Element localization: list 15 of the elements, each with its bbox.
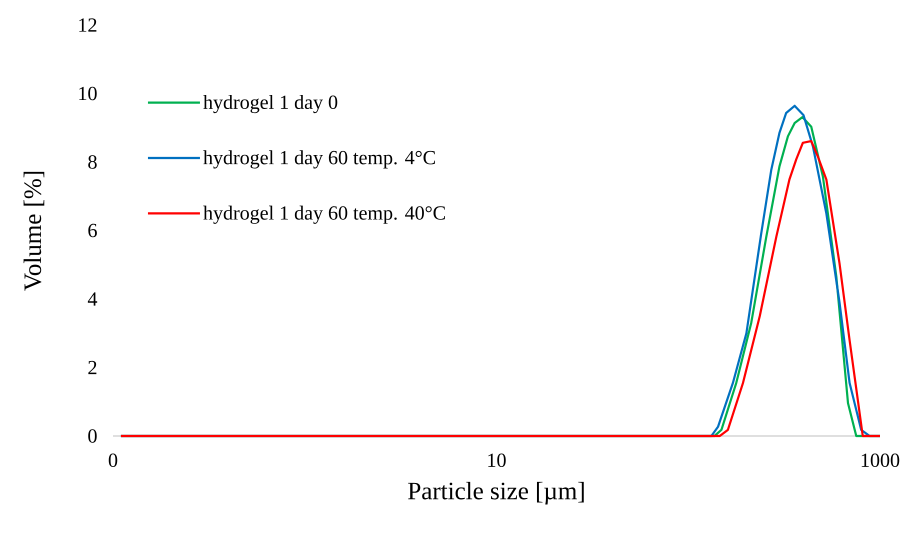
y-axis-title: Volume [%] bbox=[24, 172, 44, 291]
y-tick-label: 6 bbox=[88, 224, 97, 238]
y-tick-label: 8 bbox=[88, 155, 97, 169]
legend-label: hydrogel 1 day 60 temp. 4°C bbox=[203, 150, 435, 168]
x-axis-title: Particle size [µm] bbox=[408, 482, 584, 505]
x-tick-label: 10 bbox=[488, 454, 506, 468]
x-tick-label: 0 bbox=[108, 454, 118, 468]
y-tick-label: 12 bbox=[79, 18, 96, 32]
y-tick-label: 0 bbox=[88, 429, 97, 443]
legend-label: hydrogel 1 day 0 bbox=[203, 94, 338, 114]
y-tick-label: 4 bbox=[88, 292, 98, 306]
legend-label: hydrogel 1 day 60 temp. 40°C bbox=[203, 206, 445, 224]
y-tick-label: 10 bbox=[79, 86, 97, 100]
y-tick-label: 2 bbox=[88, 360, 96, 374]
x-tick-label: 1000 bbox=[862, 454, 900, 468]
